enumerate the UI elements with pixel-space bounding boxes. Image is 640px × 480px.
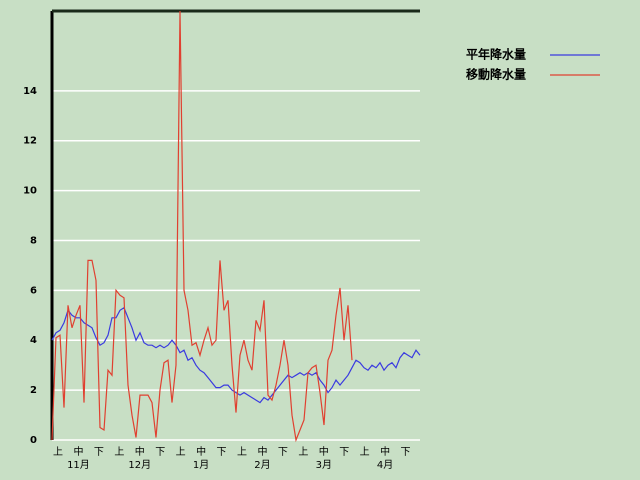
y-tick-label: 8	[30, 235, 37, 246]
x-tick-label: 中	[319, 445, 329, 458]
y-tick-label: 14	[23, 86, 37, 97]
series-line	[51, 306, 421, 404]
month-label: 11月	[67, 459, 90, 471]
y-tick-label: 12	[23, 136, 37, 147]
x-tick-label: 中	[196, 445, 206, 458]
x-tick-label: 下	[401, 447, 411, 458]
x-tick-label: 上	[237, 446, 247, 458]
legend-label: 平年降水量	[466, 47, 526, 62]
x-tick-label: 上	[53, 446, 63, 458]
x-tick-label: 中	[257, 445, 267, 458]
x-tick-label: 上	[176, 446, 186, 458]
month-label: 1月	[193, 459, 209, 471]
legend-label: 移動降水量	[466, 67, 526, 82]
y-tick-label: 0	[30, 435, 37, 446]
x-tick-label: 上	[114, 446, 124, 458]
month-label: 12月	[128, 459, 151, 471]
month-label: 3月	[316, 459, 332, 471]
x-tick-label: 中	[135, 445, 145, 458]
month-label: 2月	[254, 459, 270, 471]
y-tick-label: 6	[30, 285, 37, 296]
x-tick-label: 下	[217, 447, 227, 458]
x-tick-label: 下	[94, 447, 104, 458]
x-tick-label: 中	[380, 445, 390, 458]
series-line	[51, 10, 353, 443]
x-tick-label: 下	[339, 447, 349, 458]
x-tick-label: 下	[155, 447, 165, 458]
x-tick-label: 中	[73, 445, 83, 458]
y-tick-label: 4	[30, 335, 37, 346]
x-tick-label: 下	[278, 447, 288, 458]
x-tick-label: 上	[360, 446, 370, 458]
y-tick-label: 10	[23, 186, 37, 197]
month-label: 4月	[377, 459, 393, 471]
x-tick-label: 上	[298, 446, 308, 458]
y-tick-label: 2	[30, 385, 37, 396]
